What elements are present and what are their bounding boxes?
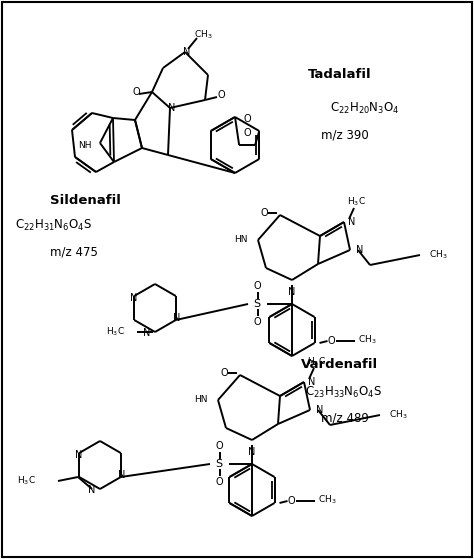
Text: Sildenafil: Sildenafil bbox=[50, 193, 121, 206]
Text: O: O bbox=[288, 496, 295, 506]
Text: O: O bbox=[260, 208, 268, 218]
Text: N: N bbox=[74, 450, 82, 460]
Text: H$_3$C: H$_3$C bbox=[17, 475, 36, 487]
Text: O: O bbox=[253, 281, 261, 291]
Text: N: N bbox=[173, 313, 181, 323]
Text: C$_{23}$H$_{33}$N$_{6}$O$_{4}$S: C$_{23}$H$_{33}$N$_{6}$O$_{4}$S bbox=[305, 385, 382, 400]
Text: H$_3$C: H$_3$C bbox=[346, 196, 365, 209]
Text: CH$_3$: CH$_3$ bbox=[389, 409, 407, 421]
Text: O: O bbox=[243, 114, 251, 124]
Text: m/z 489: m/z 489 bbox=[321, 411, 369, 424]
Text: O: O bbox=[217, 90, 225, 100]
Text: N: N bbox=[88, 485, 96, 495]
Text: m/z 475: m/z 475 bbox=[50, 245, 98, 258]
Text: m/z 390: m/z 390 bbox=[321, 129, 369, 141]
Text: O: O bbox=[132, 87, 140, 97]
Text: Vardenafil: Vardenafil bbox=[301, 358, 379, 372]
Text: O: O bbox=[215, 441, 223, 451]
Text: CH$_3$: CH$_3$ bbox=[194, 29, 212, 41]
Text: O: O bbox=[253, 317, 261, 327]
Text: H$_3$C: H$_3$C bbox=[106, 326, 125, 338]
Text: N: N bbox=[118, 470, 126, 480]
Text: O: O bbox=[215, 477, 223, 487]
Text: Tadalafil: Tadalafil bbox=[308, 69, 372, 82]
Text: N: N bbox=[129, 293, 137, 303]
Text: S: S bbox=[254, 299, 261, 309]
Text: O: O bbox=[220, 368, 228, 378]
Text: O: O bbox=[244, 128, 251, 138]
Text: N: N bbox=[248, 447, 255, 457]
Text: CH$_3$: CH$_3$ bbox=[318, 494, 337, 506]
Text: CH$_3$: CH$_3$ bbox=[358, 334, 377, 346]
Text: N: N bbox=[168, 103, 176, 113]
Text: N: N bbox=[183, 47, 191, 57]
Text: HN: HN bbox=[234, 235, 248, 244]
Text: N: N bbox=[308, 377, 316, 387]
Text: C$_{22}$H$_{20}$N$_{3}$O$_{4}$: C$_{22}$H$_{20}$N$_{3}$O$_{4}$ bbox=[330, 101, 400, 116]
Text: N: N bbox=[288, 287, 296, 297]
Text: CH$_3$: CH$_3$ bbox=[428, 249, 447, 261]
Text: O: O bbox=[328, 336, 335, 346]
Text: C$_{22}$H$_{31}$N$_{6}$O$_{4}$S: C$_{22}$H$_{31}$N$_{6}$O$_{4}$S bbox=[15, 217, 92, 233]
Text: N: N bbox=[356, 245, 364, 255]
Text: N: N bbox=[316, 405, 324, 415]
Text: S: S bbox=[216, 459, 223, 469]
Text: HN: HN bbox=[194, 396, 208, 405]
Text: N: N bbox=[348, 217, 356, 227]
Text: N: N bbox=[143, 328, 151, 338]
Text: H$_3$C: H$_3$C bbox=[307, 356, 326, 368]
Text: NH: NH bbox=[78, 141, 92, 150]
